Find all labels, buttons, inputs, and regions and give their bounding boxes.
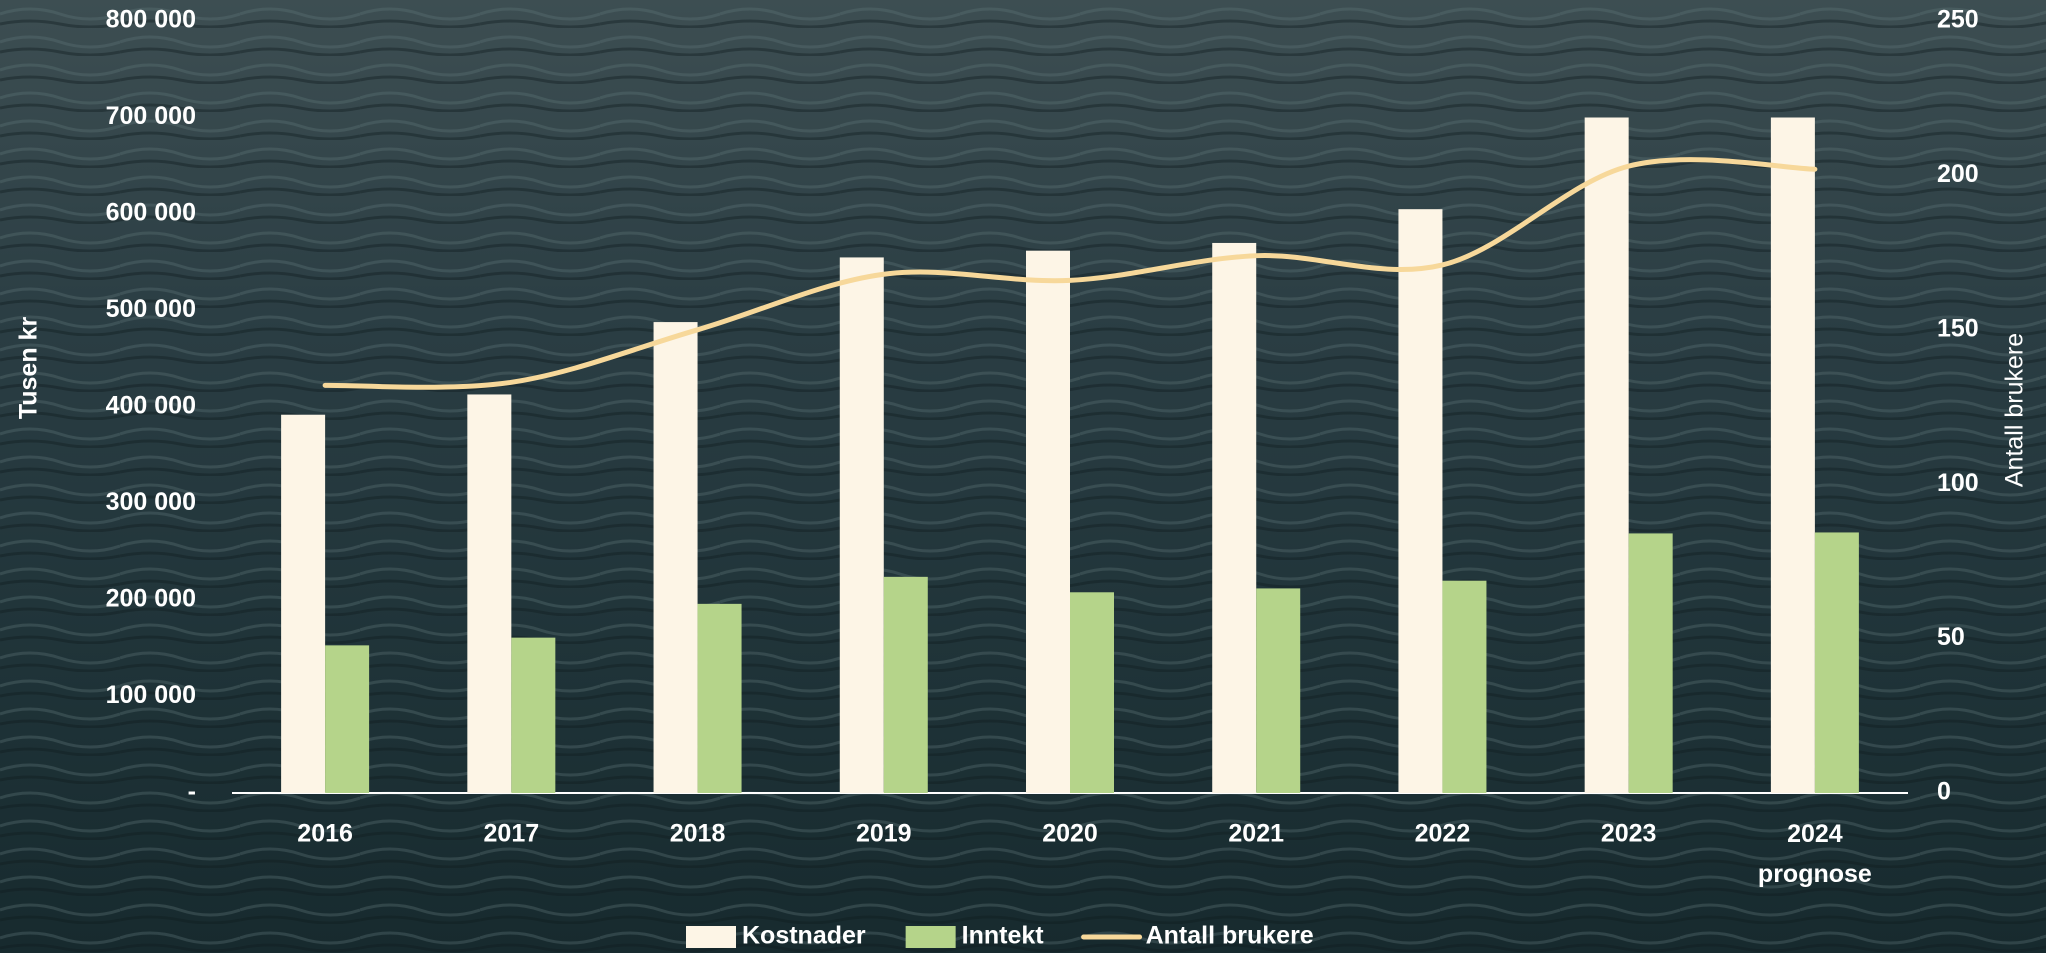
legend-label: Antall brukere (1146, 922, 1314, 950)
y2-tick-label: 100 (1937, 469, 1979, 497)
x-tick-label: 2022 (1415, 820, 1471, 848)
y-tick-label: 100 000 (106, 681, 196, 709)
y2-tick-label: 0 (1937, 778, 1951, 806)
line (322, 157, 1818, 390)
bar (1398, 209, 1443, 794)
bar (511, 637, 556, 793)
y-tick-label: 300 000 (106, 488, 196, 516)
y2-axis-label: Antall brukere (2001, 333, 2029, 487)
y-tick-label: 600 000 (106, 199, 196, 227)
bar (1256, 588, 1301, 793)
bar (1070, 592, 1114, 793)
x-tick-label: 2024 prognose (1758, 820, 1872, 888)
x-tick-label: 2020 (1042, 820, 1098, 848)
bar (839, 257, 884, 793)
y-tick-label: - (188, 778, 196, 806)
bar (467, 394, 512, 793)
x-tick-label: 2017 (484, 820, 540, 848)
y-tick-label: 500 000 (106, 295, 196, 323)
legend-swatch (686, 926, 736, 948)
bar (1026, 250, 1070, 794)
x-tick-label: 2019 (856, 820, 912, 848)
y-tick-label: 700 000 (106, 102, 196, 130)
y2-tick-label: 200 (1937, 160, 1979, 188)
x-tick-label: 2018 (670, 820, 726, 848)
x-tick-label: 2016 (297, 820, 353, 848)
bar (1212, 242, 1257, 793)
y2-tick-label: 250 (1937, 6, 1979, 34)
bar (281, 414, 326, 793)
bar (883, 576, 928, 793)
y-tick-label: 200 000 (106, 585, 196, 613)
legend-swatch (905, 926, 956, 948)
x-tick-label: 2021 (1228, 820, 1284, 848)
legend-label: Kostnader (742, 922, 866, 950)
x-tick-label: 2023 (1601, 820, 1657, 848)
bar (325, 645, 370, 793)
y-tick-label: 400 000 (106, 392, 196, 420)
bar (1584, 117, 1629, 793)
bar (1770, 117, 1815, 793)
y-tick-label: 800 000 (106, 6, 196, 34)
bar (1628, 533, 1673, 793)
legend-label: Inntekt (962, 922, 1045, 950)
bar (697, 603, 742, 793)
y2-tick-label: 150 (1937, 314, 1979, 342)
bar (1814, 532, 1859, 793)
y2-tick-label: 50 (1937, 623, 1965, 651)
bar (653, 322, 698, 793)
y-axis-label: Tusen kr (15, 317, 43, 420)
bar (1442, 580, 1487, 793)
